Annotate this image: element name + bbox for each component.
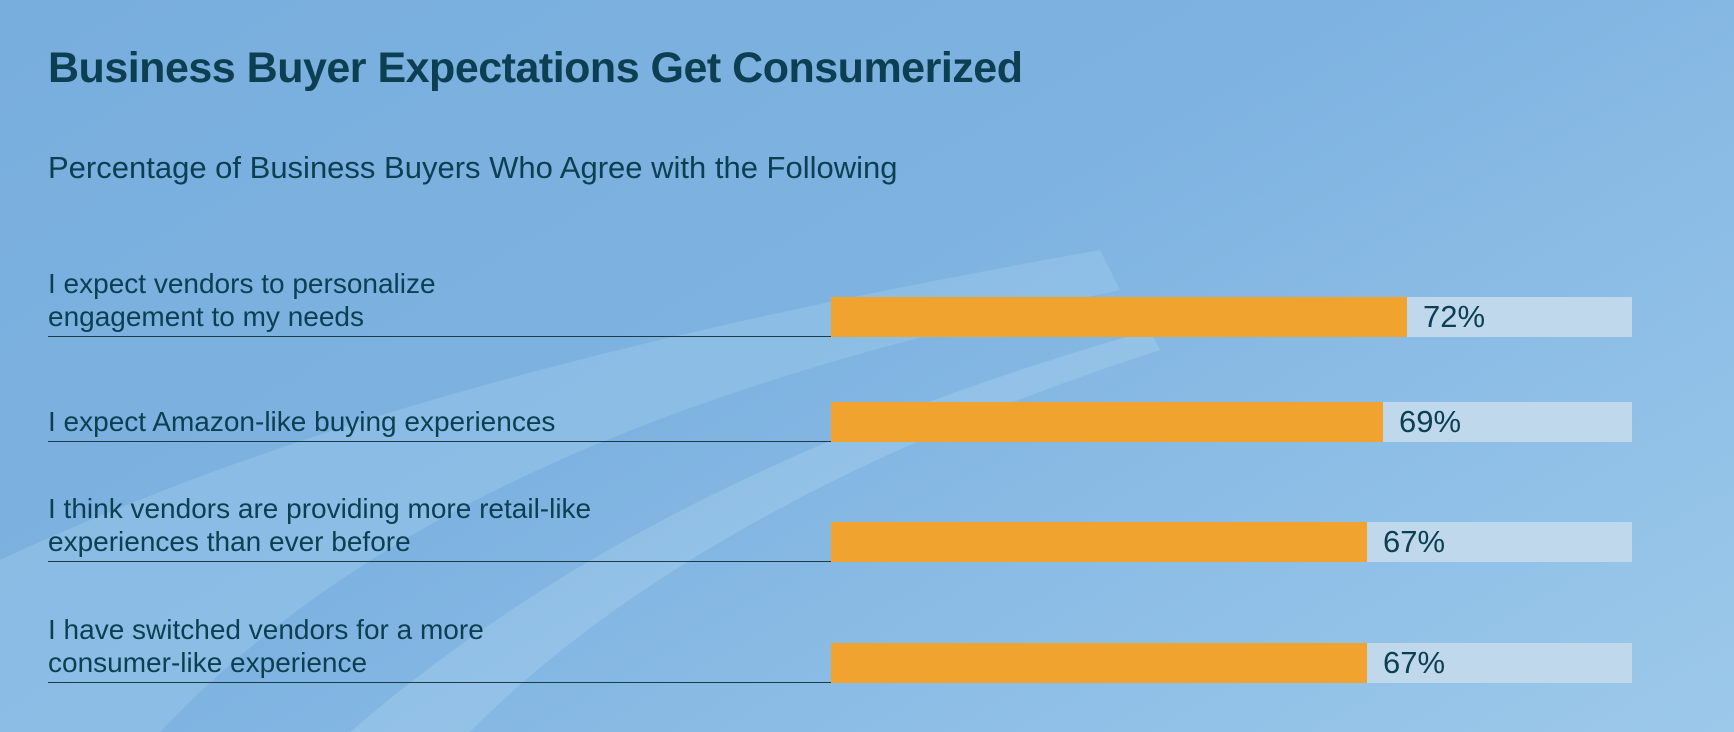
data-label: 69% (1399, 404, 1462, 439)
bar-track: 69% (831, 402, 1632, 442)
row-divider (48, 561, 858, 562)
category-label: I have switched vendors for a more consu… (48, 614, 484, 678)
bar (831, 643, 1367, 683)
row-divider (48, 441, 858, 442)
row-divider (48, 336, 858, 337)
bar-track: 67% (831, 522, 1632, 562)
bar (831, 297, 1407, 337)
data-label: 67% (1383, 645, 1446, 680)
bar (831, 402, 1383, 442)
bar-track: 67% (831, 643, 1632, 683)
data-label: 67% (1383, 524, 1446, 559)
data-label: 72% (1423, 299, 1486, 334)
category-label: I expect Amazon-like buying experiences (48, 406, 556, 437)
chart-subtitle: Percentage of Business Buyers Who Agree … (48, 150, 898, 185)
category-label: I expect vendors to personalize engageme… (48, 268, 436, 332)
category-label: I think vendors are providing more retai… (48, 493, 592, 557)
chart-title: Business Buyer Expectations Get Consumer… (48, 44, 1023, 92)
bar-track: 72% (831, 297, 1632, 337)
row-divider (48, 682, 858, 683)
bar (831, 522, 1367, 562)
